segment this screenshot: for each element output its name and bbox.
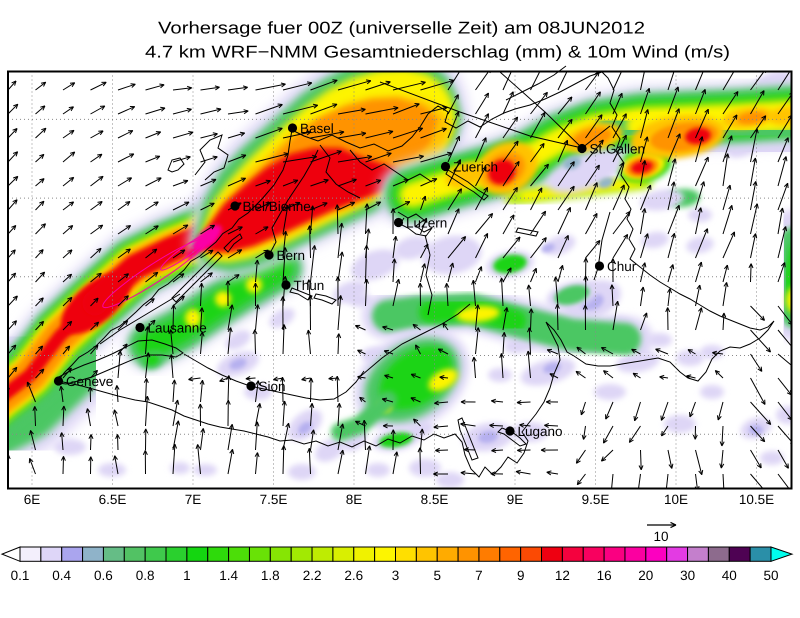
svg-text:St.Gallen: St.Gallen [590,142,646,157]
svg-text:50: 50 [763,568,778,583]
svg-text:2.2: 2.2 [303,568,322,583]
svg-text:20: 20 [638,568,653,583]
svg-text:30: 30 [680,568,695,583]
svg-text:Zuerich: Zuerich [453,160,498,175]
svg-text:0.1: 0.1 [11,568,30,583]
svg-text:40: 40 [722,568,737,583]
svg-text:9: 9 [517,568,525,583]
svg-text:Vorhersage fuer 00Z (universel: Vorhersage fuer 00Z (universelle Zeit) a… [158,19,645,38]
svg-text:Basel: Basel [300,121,334,136]
svg-text:10.5E: 10.5E [739,492,774,507]
svg-text:Lausanne: Lausanne [148,321,207,336]
svg-text:Bern: Bern [277,248,306,263]
svg-text:1: 1 [183,568,191,583]
svg-text:0.4: 0.4 [52,568,71,583]
svg-text:4.7 km WRF−NMM Gesamtniedersch: 4.7 km WRF−NMM Gesamtniederschlag (mm) &… [145,43,730,62]
svg-text:7.5E: 7.5E [260,492,288,507]
svg-text:7E: 7E [185,492,202,507]
svg-text:10: 10 [653,529,668,544]
svg-text:2.6: 2.6 [344,568,363,583]
svg-text:12: 12 [555,568,570,583]
svg-text:Biel/Bienne: Biel/Bienne [243,199,311,214]
svg-text:5: 5 [433,568,441,583]
svg-text:6E: 6E [24,492,41,507]
svg-text:7: 7 [475,568,483,583]
svg-text:Luzern: Luzern [406,216,447,231]
svg-text:9E: 9E [507,492,524,507]
svg-text:Lugano: Lugano [518,424,563,439]
svg-text:8E: 8E [346,492,363,507]
svg-text:0.6: 0.6 [94,568,113,583]
svg-text:Thun: Thun [294,278,325,293]
svg-text:6.5E: 6.5E [99,492,127,507]
svg-text:8.5E: 8.5E [421,492,449,507]
svg-text:3: 3 [392,568,400,583]
svg-text:10E: 10E [664,492,688,507]
svg-text:Geneve: Geneve [66,374,113,389]
svg-text:Chur: Chur [607,259,637,274]
svg-text:1.4: 1.4 [219,568,238,583]
svg-text:16: 16 [597,568,612,583]
svg-text:1.8: 1.8 [261,568,280,583]
svg-text:9.5E: 9.5E [582,492,610,507]
svg-text:Sion: Sion [259,379,286,394]
svg-text:0.8: 0.8 [136,568,155,583]
